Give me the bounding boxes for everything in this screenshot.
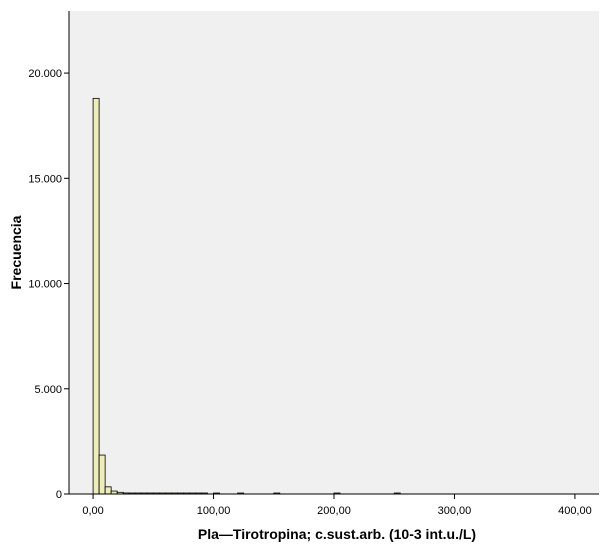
y-tick-label: 10.000 bbox=[28, 279, 62, 291]
x-tick-label: 400,00 bbox=[558, 505, 592, 517]
y-axis-title: Frecuencia bbox=[8, 215, 24, 289]
y-tick-label: 15.000 bbox=[28, 173, 62, 185]
x-tick-label: 0,00 bbox=[82, 505, 103, 517]
histogram-bar bbox=[98, 454, 106, 495]
y-axis-ticks: 0 5.000 10.000 15.000 20.000 bbox=[28, 68, 69, 501]
x-tick-label: 300,00 bbox=[438, 505, 472, 517]
y-tick-label: 0 bbox=[56, 489, 62, 501]
y-tick-label: 5.000 bbox=[34, 384, 62, 396]
histogram-bar bbox=[104, 486, 112, 495]
histogram-bar bbox=[92, 97, 100, 495]
y-tick-label: 20.000 bbox=[28, 68, 62, 80]
x-tick-label: 100,00 bbox=[197, 505, 231, 517]
plot-area bbox=[69, 11, 599, 494]
x-tick-label: 200,00 bbox=[317, 505, 351, 517]
x-axis-ticks: 0,00 100,00 200,00 300,00 400,00 bbox=[82, 494, 592, 517]
x-axis-title: Pla—Tirotropina; c.sust.arb. (10-3 int.u… bbox=[198, 526, 476, 542]
